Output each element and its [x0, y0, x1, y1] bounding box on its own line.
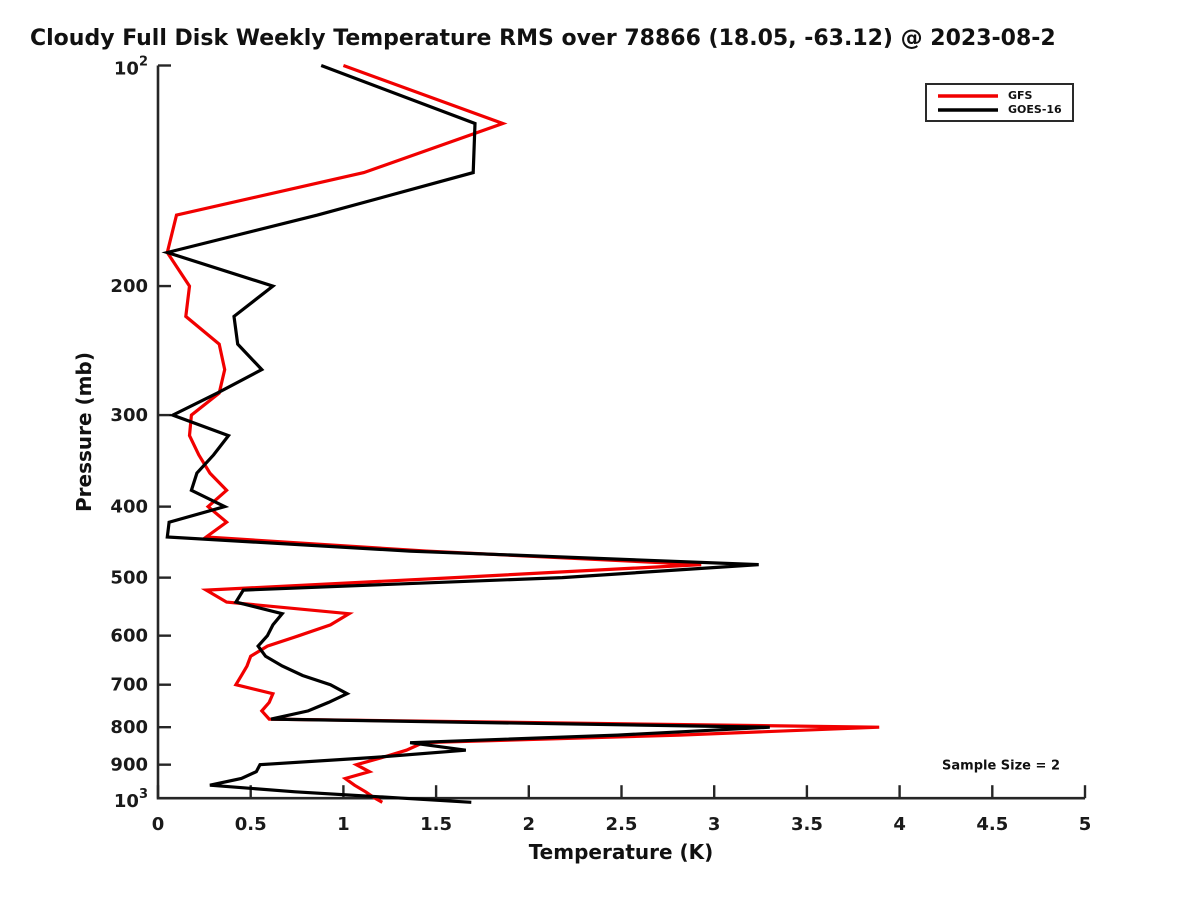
y-tick-label: 600 — [110, 626, 148, 647]
x-tick-label: 0.5 — [235, 814, 267, 835]
y-tick-label: 700 — [110, 675, 148, 696]
x-tick-label: 2.5 — [606, 814, 638, 835]
y-tick-label: 300 — [110, 405, 148, 426]
chart-title: Cloudy Full Disk Weekly Temperature RMS … — [30, 26, 1056, 51]
x-tick-label: 4.5 — [976, 814, 1008, 835]
y-tick-label: 200 — [110, 276, 148, 297]
y-tick-label: 103 — [114, 787, 148, 812]
x-tick-label: 1 — [337, 814, 350, 835]
goes16-line — [161, 64, 770, 804]
y-tick-label: 102 — [114, 55, 148, 80]
x-tick-label: 3 — [708, 814, 721, 835]
x-tick-label: 3.5 — [791, 814, 823, 835]
legend-label: GFS — [1008, 89, 1033, 102]
legend-item: GOES-16 — [936, 104, 1062, 115]
y-tick-label: 500 — [110, 568, 148, 589]
legend: GFS GOES-16 — [925, 83, 1074, 122]
legend-line-sample — [938, 107, 998, 112]
x-axis-label: Temperature (K) — [528, 840, 714, 864]
axis-spines — [156, 65, 1085, 800]
y-tick-label: 900 — [110, 755, 148, 776]
gfs-line — [165, 63, 880, 804]
x-tick-label: 4 — [893, 814, 906, 835]
y-tick-label: 400 — [110, 497, 148, 518]
x-tick-label: 5 — [1079, 814, 1092, 835]
y-axis-label: Pressure (mb) — [72, 352, 96, 512]
sample-size-annotation: Sample Size = 2 — [942, 758, 1060, 774]
legend-label: GOES-16 — [1008, 103, 1062, 116]
x-tick-label: 1.5 — [420, 814, 452, 835]
x-tick-label: 2 — [523, 814, 536, 835]
legend-item: GFS — [936, 90, 1062, 101]
y-tick-label: 800 — [110, 717, 148, 738]
legend-line-sample — [938, 93, 998, 98]
x-tick-label: 0 — [152, 814, 165, 835]
